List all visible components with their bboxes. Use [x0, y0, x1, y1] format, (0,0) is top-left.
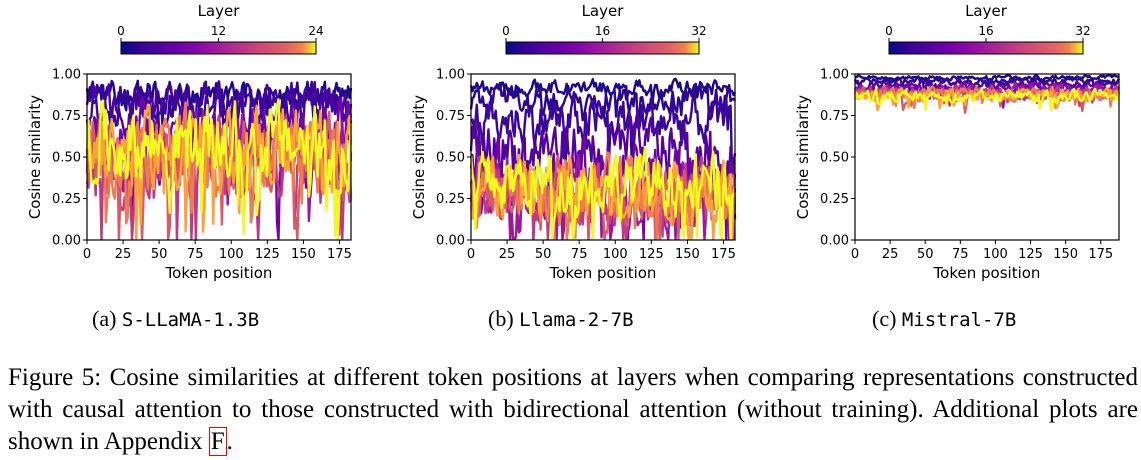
series-line — [85, 80, 353, 151]
series-line — [470, 91, 737, 195]
y-axis-label: Cosine similarity — [410, 95, 428, 219]
x-tick-label: 0 — [83, 247, 91, 262]
chart-panel: Layer 0 12 24 0 25 50 75 100 125 150 175 0.00 0.25 0.5… — [26, 2, 353, 282]
chart-panel: Layer 0 16 32 0 25 50 75 100 125 150 175 0.00 0.25 0.5… — [794, 2, 1121, 282]
x-tick-label: 0 — [851, 247, 859, 262]
series-line — [85, 111, 352, 241]
y-tick-label: 0.00 — [52, 234, 81, 249]
x-tick-label: 25 — [115, 247, 132, 262]
colorbar-title: Layer — [198, 2, 241, 20]
subcaption-label: (b) — [488, 306, 514, 331]
x-tick-label: 175 — [711, 247, 736, 262]
x-tick-label: 100 — [983, 247, 1008, 262]
y-tick-label: 0.00 — [820, 234, 849, 249]
series-line — [469, 81, 736, 128]
series-line — [469, 145, 737, 241]
x-tick-label: 100 — [603, 247, 628, 262]
x-tick-label: 50 — [535, 247, 552, 262]
x-tick-label: 125 — [1018, 247, 1043, 262]
y-tick-label: 0.50 — [52, 151, 81, 166]
y-axis-label: Cosine similarity — [26, 95, 44, 219]
subcaption-model: Mistral-7B — [901, 309, 1017, 331]
y-tick-label: 0.75 — [436, 109, 465, 124]
x-tick-label: 175 — [327, 247, 352, 262]
colorbar-tick-label: 0 — [885, 24, 893, 38]
y-tick-label: 0.50 — [820, 151, 849, 166]
colorbar — [120, 41, 317, 55]
x-tick-label: 75 — [952, 247, 969, 262]
series-line — [853, 87, 1121, 112]
y-tick-label: 0.25 — [820, 192, 849, 207]
subcaption-model: S-LLaMA-1.3B — [121, 309, 260, 331]
x-tick-label: 100 — [219, 247, 244, 262]
x-tick-label: 75 — [187, 247, 204, 262]
y-tick-label: 0.00 — [436, 234, 465, 249]
y-tick-label: 0.75 — [820, 109, 849, 124]
x-tick-label: 75 — [571, 247, 588, 262]
subcaption-model: Llama-2-7B — [519, 309, 634, 331]
y-tick-label: 0.25 — [52, 192, 81, 207]
colorbar-tick-label: 0 — [502, 24, 510, 38]
x-tick-label: 150 — [291, 247, 316, 262]
subcaption-label: (c) — [872, 306, 897, 331]
appendix-link[interactable]: F — [208, 427, 227, 456]
x-tick-label: 150 — [675, 247, 700, 262]
caption-label: Figure 5: — [8, 364, 102, 391]
y-tick-label: 0.75 — [52, 109, 81, 124]
figure-caption: Figure 5: Cosine similarities at differe… — [8, 362, 1138, 458]
x-tick-label: 125 — [639, 247, 664, 262]
x-axis-label: Token position — [933, 264, 1041, 282]
colorbar-title: Layer — [582, 2, 625, 20]
y-tick-label: 1.00 — [820, 68, 849, 83]
colorbar-tick-label: 32 — [1075, 24, 1090, 38]
y-tick-label: 1.00 — [52, 68, 81, 83]
x-tick-label: 175 — [1088, 247, 1113, 262]
y-tick-label: 0.25 — [436, 192, 465, 207]
caption-text: Cosine similarities at different token p… — [8, 364, 1138, 455]
y-tick-label: 0.50 — [436, 151, 465, 166]
subcaption-label: (a) — [92, 306, 117, 331]
colorbar-tick-label: 0 — [117, 24, 125, 38]
subcaption-b: (b) Llama-2-7B — [488, 306, 634, 332]
x-axis-label: Token position — [549, 264, 657, 282]
x-tick-label: 50 — [151, 247, 168, 262]
x-axis-label: Token position — [165, 264, 273, 282]
y-axis-label: Cosine similarity — [794, 95, 812, 219]
colorbar-tick-label: 12 — [211, 24, 226, 38]
subcaption-c: (c) Mistral-7B — [872, 306, 1016, 332]
caption-end: . — [226, 428, 233, 455]
x-tick-label: 125 — [255, 247, 280, 262]
colorbar-title: Layer — [965, 2, 1008, 20]
colorbar — [888, 41, 1084, 55]
colorbar-tick-label: 32 — [691, 24, 706, 38]
colorbar-tick-label: 24 — [308, 24, 323, 38]
y-tick-label: 1.00 — [436, 68, 465, 83]
series-line — [85, 98, 353, 241]
colorbar — [505, 41, 700, 55]
x-tick-label: 25 — [499, 247, 516, 262]
colorbar-tick-label: 16 — [978, 24, 993, 38]
x-tick-label: 150 — [1053, 247, 1078, 262]
series-line — [853, 75, 1121, 91]
x-tick-label: 25 — [882, 247, 899, 262]
x-tick-label: 50 — [917, 247, 934, 262]
colorbar-tick-label: 16 — [595, 24, 610, 38]
x-tick-label: 0 — [467, 247, 475, 262]
chart-panel: Layer 0 16 32 0 25 50 75 100 125 150 175 0.00 0.25 0.5… — [410, 2, 737, 282]
subcaption-a: (a) S-LLaMA-1.3B — [92, 306, 259, 332]
